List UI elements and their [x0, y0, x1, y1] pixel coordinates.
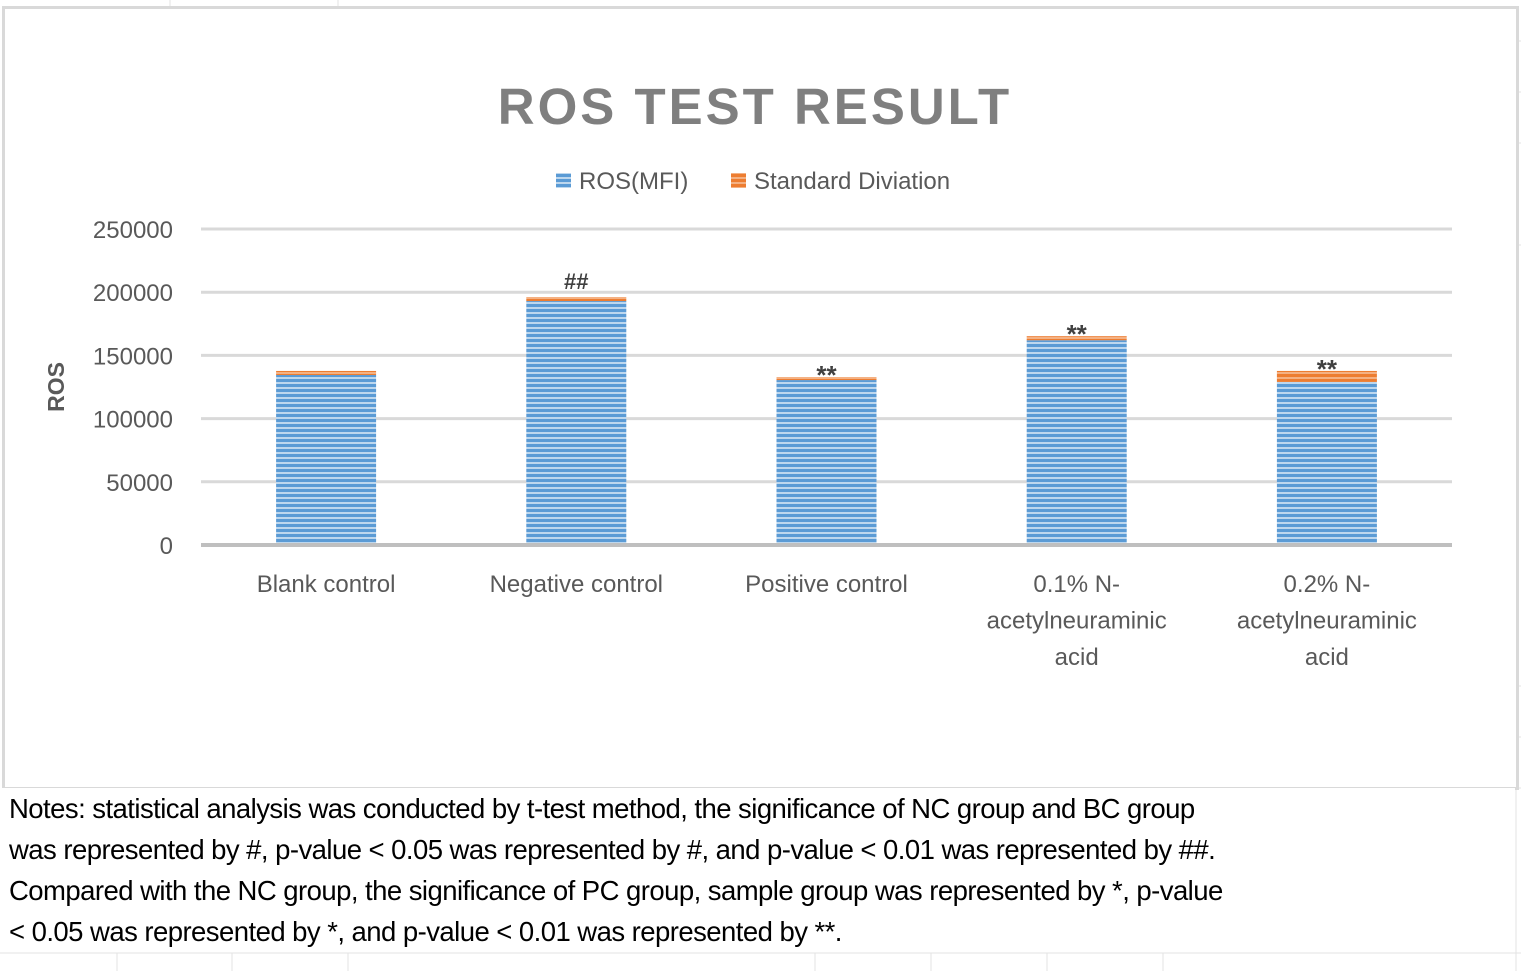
bar-standard-deviation[interactable] — [276, 370, 377, 375]
notes-line: Notes: statistical analysis was conducte… — [9, 793, 1195, 824]
notes-line: < 0.05 was represented by *, and p-value… — [9, 916, 842, 947]
x-tick-label: Positive control — [745, 571, 908, 598]
x-tick-label: acetylneuraminic — [987, 608, 1167, 635]
ros-bar-chart: ROS TEST RESULT ROS(MFI) Standard Diviat… — [43, 78, 1452, 671]
x-tick-label: 0.1% N- — [1033, 571, 1120, 598]
significance-marker: ** — [816, 360, 837, 390]
y-tick-label: 150000 — [93, 343, 173, 370]
legend: ROS(MFI) Standard Diviation — [556, 168, 950, 195]
bar-ros-mfi[interactable] — [1026, 340, 1127, 545]
significance-marker: ## — [564, 269, 588, 294]
x-tick-label: acetylneuraminic — [1237, 608, 1417, 635]
legend-swatch-ros — [556, 173, 571, 188]
bar-standard-deviation[interactable] — [526, 297, 627, 302]
x-tick-label: acid — [1305, 644, 1349, 671]
bar-standard-deviation[interactable] — [776, 377, 877, 381]
bar-standard-deviation[interactable] — [1276, 370, 1377, 382]
significance-marker: ** — [1317, 354, 1338, 384]
y-tick-label: 100000 — [93, 407, 173, 434]
legend-swatch-sd — [731, 173, 746, 188]
chart-title: ROS TEST RESULT — [498, 78, 1012, 135]
y-tick-label: 0 — [160, 533, 173, 560]
notes-line: Compared with the NC group, the signific… — [9, 875, 1223, 906]
significance-marker: ** — [1067, 319, 1088, 349]
x-axis-labels: Blank control Negative control Positive co… — [257, 571, 1417, 671]
legend-label-ros: ROS(MFI) — [579, 168, 688, 195]
bar-ros-mfi[interactable] — [1276, 381, 1377, 545]
legend-label-sd: Standard Diviation — [754, 168, 950, 195]
x-tick-label: Blank control — [257, 571, 396, 598]
y-tick-label: 50000 — [106, 470, 173, 497]
notes-line: was represented by #, p-value < 0.05 was… — [9, 834, 1216, 865]
bar-ros-mfi[interactable] — [776, 380, 877, 545]
bar-ros-mfi[interactable] — [526, 301, 627, 545]
bar-standard-deviation[interactable] — [1026, 336, 1127, 341]
x-tick-label: acid — [1055, 644, 1099, 671]
y-tick-label: 250000 — [93, 217, 173, 244]
significance-annotations: ## ** ** ** — [564, 269, 1338, 390]
bars — [276, 297, 1377, 545]
bar-ros-mfi[interactable] — [276, 374, 377, 545]
y-tick-label: 200000 — [93, 280, 173, 307]
notes-cell[interactable]: Notes: statistical analysis was conducte… — [0, 788, 1515, 952]
y-axis-ticks: 0 50000 100000 150000 200000 250000 — [93, 217, 173, 560]
x-tick-label: Negative control — [490, 571, 663, 598]
y-axis-title: ROS — [43, 362, 69, 412]
x-tick-label: 0.2% N- — [1284, 571, 1371, 598]
